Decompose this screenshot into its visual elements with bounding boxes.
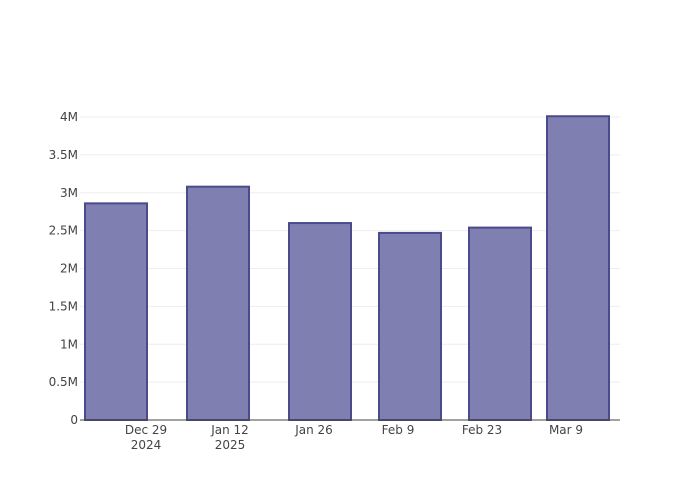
y-tick-label: 0 bbox=[70, 413, 78, 427]
y-tick-label: 3.5M bbox=[49, 148, 78, 162]
y-tick-label: 2.5M bbox=[49, 224, 78, 238]
y-tick-label: 0.5M bbox=[49, 375, 78, 389]
bar bbox=[288, 222, 352, 421]
y-tick-label: 2M bbox=[60, 262, 78, 276]
x-tick-label: Feb 23 bbox=[462, 423, 502, 437]
y-tick-label: 4M bbox=[60, 110, 78, 124]
x-tick-label: Feb 9 bbox=[382, 423, 415, 437]
y-tick-label: 1M bbox=[60, 337, 78, 351]
x-tick-label: Jan 26 bbox=[294, 423, 333, 437]
bar bbox=[468, 226, 532, 421]
y-tick-label: 3M bbox=[60, 186, 78, 200]
x-tick-label: Jan 12 2025 bbox=[210, 423, 249, 452]
bar bbox=[84, 202, 148, 421]
bar bbox=[546, 115, 610, 422]
bar bbox=[378, 231, 442, 421]
x-tick-label: Mar 9 bbox=[549, 423, 583, 437]
y-tick-label: 1.5M bbox=[49, 299, 78, 313]
bar bbox=[186, 185, 250, 421]
x-tick-label: Dec 29 2024 bbox=[125, 423, 167, 452]
